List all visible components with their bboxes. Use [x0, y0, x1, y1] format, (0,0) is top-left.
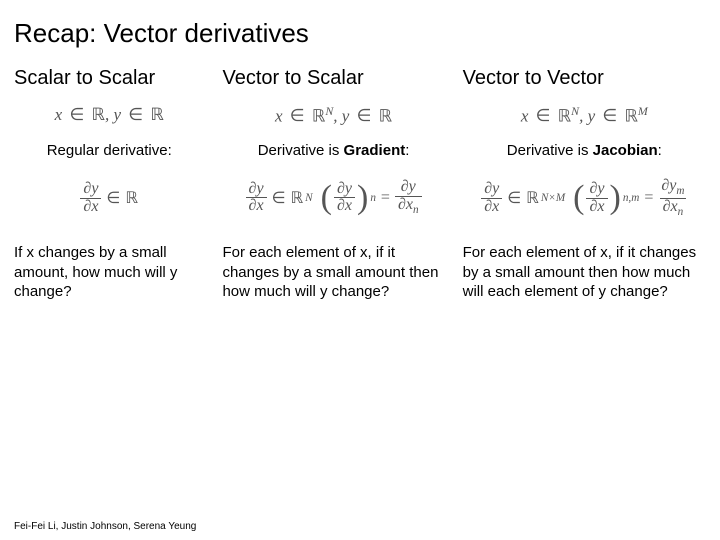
col2-description: For each element of x, if it changes by …: [222, 243, 444, 302]
column-vector-vector: Vector to Vector x ∈ ℝN, y ∈ ℝM Derivati…: [463, 67, 706, 302]
col2-domain-math: x ∈ ℝN, y ∈ ℝ: [222, 98, 444, 132]
col2-deriv-label: Derivative is Gradient:: [222, 142, 444, 159]
col3-derivative-math: ∂y∂x ∈ ℝN×M ( ∂y∂x )n,m = ∂ym∂xn: [463, 169, 706, 227]
columns-container: Scalar to Scalar x ∈ ℝ, y ∈ ℝ Regular de…: [14, 67, 706, 302]
col3-deriv-label: Derivative is Jacobian:: [463, 142, 706, 159]
col1-description: If x changes by a small amount, how much…: [14, 243, 204, 302]
col3-header: Vector to Vector: [463, 67, 706, 90]
col3-description: For each element of x, if it changes by …: [463, 243, 706, 302]
col1-derivative-math: ∂y∂x ∈ ℝ: [14, 169, 204, 227]
col1-deriv-label: Regular derivative:: [14, 142, 204, 159]
col1-domain-math: x ∈ ℝ, y ∈ ℝ: [14, 98, 204, 132]
page-title: Recap: Vector derivatives: [14, 18, 706, 49]
col1-header: Scalar to Scalar: [14, 67, 204, 90]
column-vector-scalar: Vector to Scalar x ∈ ℝN, y ∈ ℝ Derivativ…: [222, 67, 444, 302]
footer-credits: Fei-Fei Li, Justin Johnson, Serena Yeung: [14, 521, 196, 532]
column-scalar-scalar: Scalar to Scalar x ∈ ℝ, y ∈ ℝ Regular de…: [14, 67, 204, 302]
col2-derivative-math: ∂y∂x ∈ ℝN ( ∂y∂x )n = ∂y∂xn: [222, 169, 444, 227]
col3-domain-math: x ∈ ℝN, y ∈ ℝM: [463, 98, 706, 132]
col2-header: Vector to Scalar: [222, 67, 444, 90]
